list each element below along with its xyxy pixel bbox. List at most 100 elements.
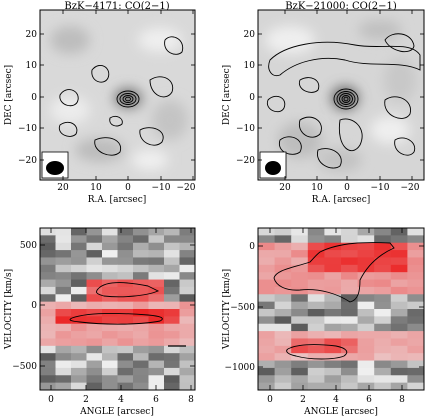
pv-pixel — [164, 228, 180, 236]
pv-pixel — [357, 367, 375, 376]
pv-pixel — [55, 250, 72, 258]
pv-pixel — [55, 367, 72, 376]
pv-pixel — [274, 331, 292, 339]
pv-pixel — [341, 279, 359, 288]
pv-pixel — [117, 242, 134, 251]
pv-pixel — [258, 382, 276, 390]
pv-pixel — [274, 323, 292, 332]
pv-pixel — [307, 250, 325, 258]
pv-pixel — [55, 316, 72, 325]
pv-pixel — [164, 375, 180, 384]
pv-pixel — [164, 250, 180, 258]
pv-pixel — [258, 367, 276, 376]
pv-pixel — [102, 228, 118, 236]
pv-pixel — [291, 309, 309, 317]
pv-pixel — [148, 353, 165, 362]
pv-pixel — [341, 272, 359, 281]
pv-pixel — [148, 286, 165, 295]
pv-pixel — [390, 367, 408, 376]
pv-pixel — [390, 375, 408, 384]
pv-pixel — [133, 279, 149, 288]
pv-pixel — [407, 272, 424, 281]
y-tick-label: 10 — [244, 61, 256, 71]
x-tick-label: −10 — [152, 183, 171, 193]
pv-pixel — [179, 367, 195, 376]
pv-pixel — [179, 286, 195, 295]
pv-pixel — [324, 279, 342, 288]
pv-pixel — [374, 286, 392, 295]
pv-pixel — [357, 345, 375, 354]
x-tick-label: 20 — [57, 183, 69, 193]
pv-pixel — [374, 382, 392, 390]
pv-pixel — [102, 294, 118, 303]
pv-pixel — [164, 257, 180, 266]
pv-pixel — [307, 367, 325, 376]
pv-pixel — [258, 294, 276, 303]
y-tick-label: 20 — [26, 30, 38, 40]
pv-pixel — [258, 323, 276, 332]
pv-pixel — [40, 367, 56, 376]
pv-pixel — [71, 257, 87, 266]
pv-pixel — [258, 235, 276, 244]
x-tick-label: 8 — [188, 395, 194, 405]
pv-pixel — [374, 367, 392, 376]
pv-pixel — [390, 294, 408, 303]
pv-pixel — [86, 257, 103, 266]
pv-pixel — [179, 279, 195, 288]
pv-pixel — [374, 353, 392, 362]
pv-pixel — [40, 272, 56, 281]
pv-pixel — [117, 353, 134, 362]
pv-pixel — [407, 338, 424, 347]
pv-pixel — [117, 309, 134, 317]
x-tick-label: 6 — [153, 395, 159, 405]
y-tick-label: 0 — [249, 242, 255, 252]
pv-pixel — [258, 360, 276, 369]
pv-pixel — [274, 286, 292, 295]
pv-pixel — [148, 375, 165, 384]
pv-pixel — [307, 345, 325, 354]
pv-pixel — [374, 279, 392, 288]
pv-pixel — [179, 235, 195, 244]
pv-pixel — [357, 294, 375, 303]
pv-pixel — [40, 294, 56, 303]
pv-pixel — [390, 323, 408, 332]
pv-pixel — [258, 272, 276, 281]
x-tick-label: 0 — [125, 183, 131, 193]
pv-pixel — [324, 353, 342, 362]
map-panel-bzk21000: BzK−21000: CO(2−1) — [222, 1, 425, 205]
y-axis-label: VELOCITY [km/s] — [222, 269, 232, 350]
pv-pixel — [390, 235, 408, 244]
pv-pixel — [179, 242, 195, 251]
pv-pixel — [55, 228, 72, 236]
pv-pixel — [133, 294, 149, 303]
pv-pixel — [133, 331, 149, 339]
pv-pixel — [40, 338, 56, 347]
pv-pixel — [274, 367, 292, 376]
pv-pixel — [341, 367, 359, 376]
pv-pixel — [40, 345, 56, 354]
pv-pixel — [258, 257, 276, 266]
pv-pixel — [179, 360, 195, 369]
pv-pixel — [117, 331, 134, 339]
pv-pixel — [390, 301, 408, 310]
pv-pixel — [258, 250, 276, 258]
pv-pixel — [357, 264, 375, 273]
pv-pixel — [258, 309, 276, 317]
pv-pixel — [86, 279, 103, 288]
pv-pixel — [407, 367, 424, 376]
pv-pixel — [307, 353, 325, 362]
pv-pixel — [307, 316, 325, 325]
x-axis-label: R.A. [arcsec] — [88, 195, 147, 205]
pv-pixel — [117, 382, 134, 390]
pv-pixel — [148, 360, 165, 369]
x-ticks — [284, 10, 413, 180]
pv-pixel — [102, 367, 118, 376]
pv-pixel — [291, 367, 309, 376]
pv-pixel — [164, 264, 180, 273]
pv-pixel — [71, 375, 87, 384]
pv-pixel — [102, 257, 118, 266]
pv-pixel — [102, 345, 118, 354]
pv-pixel — [274, 228, 292, 236]
pv-pixel — [148, 382, 165, 390]
pv-pixel — [390, 331, 408, 339]
